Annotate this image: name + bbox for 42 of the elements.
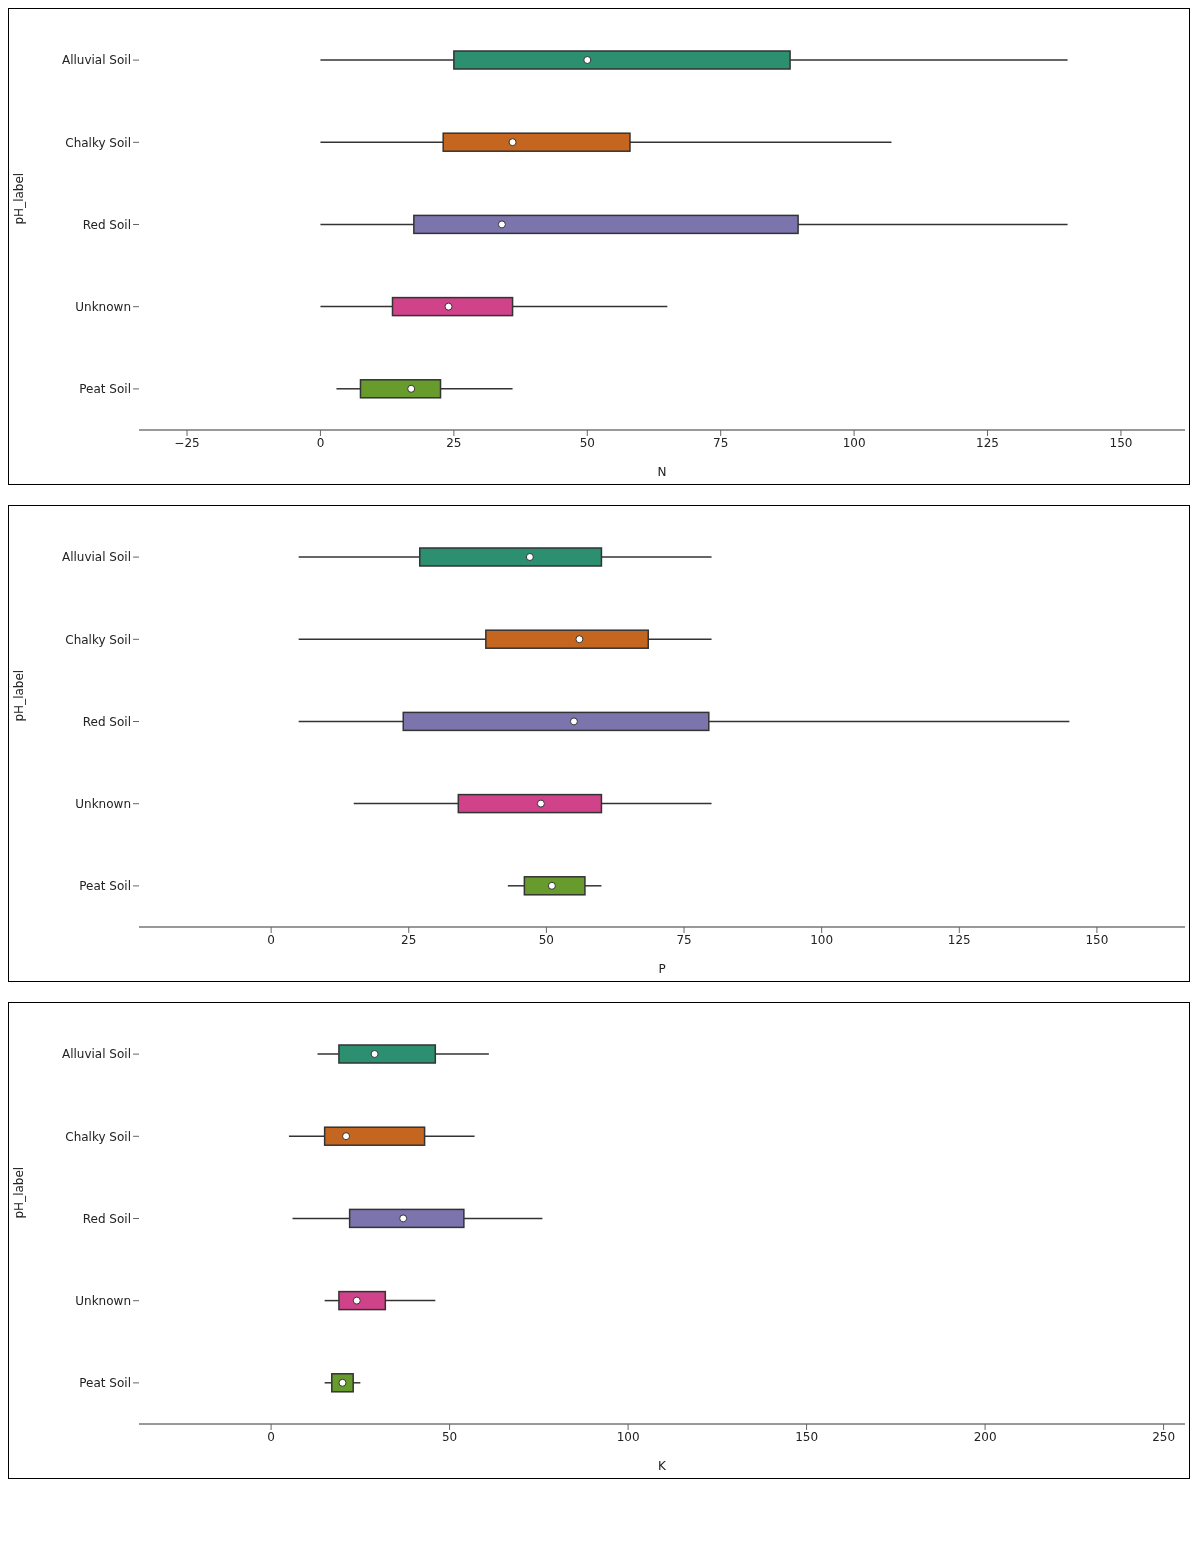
y-tick-label: Alluvial Soil: [61, 550, 131, 565]
y-tick-label: Peat Soil: [79, 382, 131, 397]
x-tick-label: 150: [1085, 932, 1109, 947]
y-tick-label: Unknown: [75, 299, 131, 314]
x-tick-label: 25: [446, 435, 462, 450]
x-tick-label: 0: [267, 1429, 275, 1444]
x-axis-title: N: [657, 465, 667, 479]
y-tick-label: Red Soil: [82, 714, 131, 729]
y-axis-title: pH_label: [12, 172, 27, 225]
x-tick-label: 125: [947, 932, 971, 947]
y-tick-label: Chalky Soil: [65, 1129, 131, 1144]
x-axis-title: P: [658, 962, 666, 976]
x-tick-label: 150: [795, 1429, 819, 1444]
x-tick-label: 50: [538, 932, 555, 947]
x-tick-label: 50: [579, 435, 595, 450]
y-tick-label: Chalky Soil: [65, 632, 131, 647]
y-tick-label: Red Soil: [82, 217, 131, 232]
x-tick-label: 150: [1109, 435, 1133, 450]
x-tick-label: 100: [810, 932, 834, 947]
x-tick-label: 25: [401, 932, 417, 947]
x-tick-label: 0: [316, 435, 325, 450]
x-tick-label: 100: [842, 435, 866, 450]
x-tick-label: −25: [174, 435, 200, 450]
y-tick-label: Unknown: [75, 796, 131, 811]
y-axis-title: pH_label: [12, 1166, 27, 1219]
x-tick-label: 75: [713, 435, 729, 450]
y-tick-label: Chalky Soil: [65, 135, 131, 150]
x-tick-label: 75: [676, 932, 692, 947]
x-tick-label: 200: [973, 1429, 997, 1444]
x-tick-label: 250: [1152, 1429, 1176, 1444]
y-tick-label: Peat Soil: [79, 1376, 131, 1391]
x-axis-title: K: [658, 1459, 668, 1473]
x-tick-label: 100: [616, 1429, 640, 1444]
x-tick-label: 50: [441, 1429, 458, 1444]
y-tick-label: Alluvial Soil: [61, 53, 131, 68]
y-tick-label: Alluvial Soil: [61, 1047, 131, 1062]
y-tick-label: Peat Soil: [79, 879, 131, 894]
y-tick-label: Unknown: [75, 1293, 131, 1308]
x-tick-label: 125: [976, 435, 999, 450]
y-tick-label: Red Soil: [82, 1211, 131, 1226]
y-axis-title: pH_label: [12, 669, 27, 722]
x-tick-label: 0: [267, 932, 275, 947]
